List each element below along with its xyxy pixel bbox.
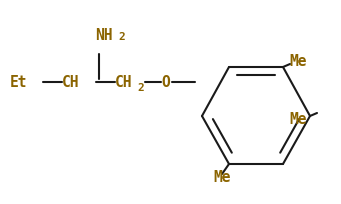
- Text: 2: 2: [137, 83, 144, 93]
- Text: Me: Me: [213, 170, 231, 185]
- Text: Et: Et: [10, 75, 28, 90]
- Text: CH: CH: [115, 75, 133, 90]
- Text: Me: Me: [289, 112, 307, 127]
- Text: 2: 2: [118, 32, 125, 42]
- Text: Me: Me: [289, 54, 307, 69]
- Text: O: O: [161, 75, 170, 90]
- Text: NH: NH: [95, 28, 113, 43]
- Text: CH: CH: [62, 75, 79, 90]
